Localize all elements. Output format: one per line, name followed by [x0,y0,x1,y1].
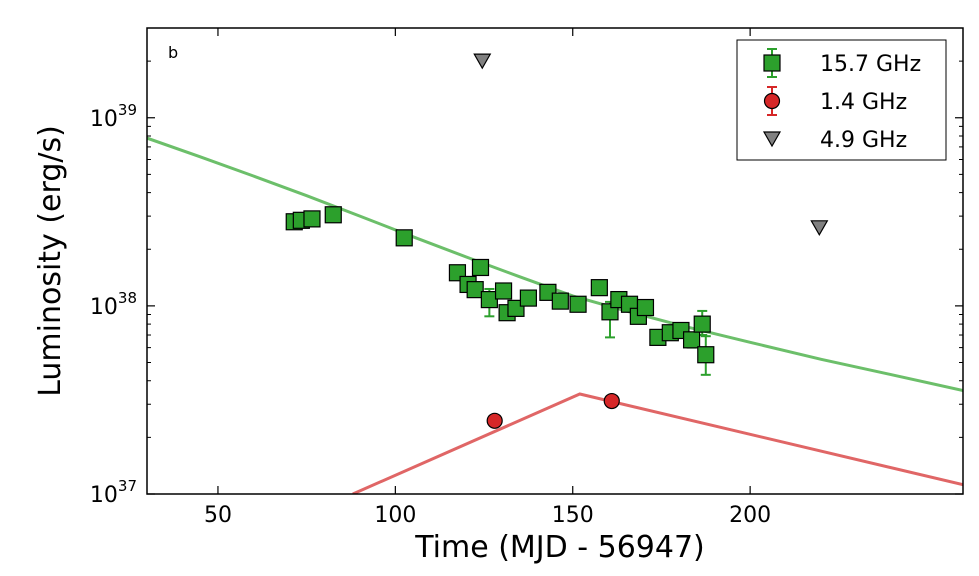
model-curve [147,136,963,392]
legend-label-15-7-ghz: 15.7 GHz [820,52,921,77]
point-15-7-ghz [697,346,715,364]
point-15-7-ghz [494,282,513,300]
y-axis-label: Luminosity (erg/s) [33,125,68,397]
point-15-7-ghz [636,298,655,317]
y-tick-label: 1038 [90,289,137,320]
point-15-7-ghz [471,258,490,277]
panel-label: b [168,43,178,62]
point-15-7-ghz [395,229,413,247]
point-15-7-ghz [551,292,569,310]
point-4-9-ghz [473,53,492,70]
model-curve [352,392,963,494]
plot-frame [146,27,964,495]
point-15-7-ghz [693,315,711,333]
point-15-7-ghz [590,279,608,297]
point-1-4-ghz [486,412,503,429]
x-tick-label: 150 [552,503,594,528]
legend-label-1-4-ghz: 1.4 GHz [820,90,907,115]
y-tick-label: 1039 [90,101,137,132]
y-tick-label: 1037 [90,477,137,508]
legend-marker-15-7-ghz [763,54,781,72]
point-4-9-ghz [810,220,829,237]
point-15-7-ghz [569,295,587,313]
x-tick-label: 100 [374,503,416,528]
point-15-7-ghz [682,331,701,349]
x-tick-label: 200 [729,503,771,528]
point-15-7-ghz [519,289,537,307]
x-axis-label: Time (MJD - 56947) [414,530,705,565]
point-15-7-ghz [466,281,484,299]
x-tick-label: 50 [204,503,232,528]
legend-marker-4-9-ghz [762,131,782,148]
point-15-7-ghz [303,210,321,228]
point-15-7-ghz [324,206,342,224]
legend-label-4-9-ghz: 4.9 GHz [820,128,907,153]
point-1-4-ghz [603,392,620,410]
legend-marker-1-4-ghz [763,92,781,110]
point-15-7-ghz [480,290,498,309]
legend: 15.7 GHz 1.4 GHz 4.9 GHz [736,39,947,161]
